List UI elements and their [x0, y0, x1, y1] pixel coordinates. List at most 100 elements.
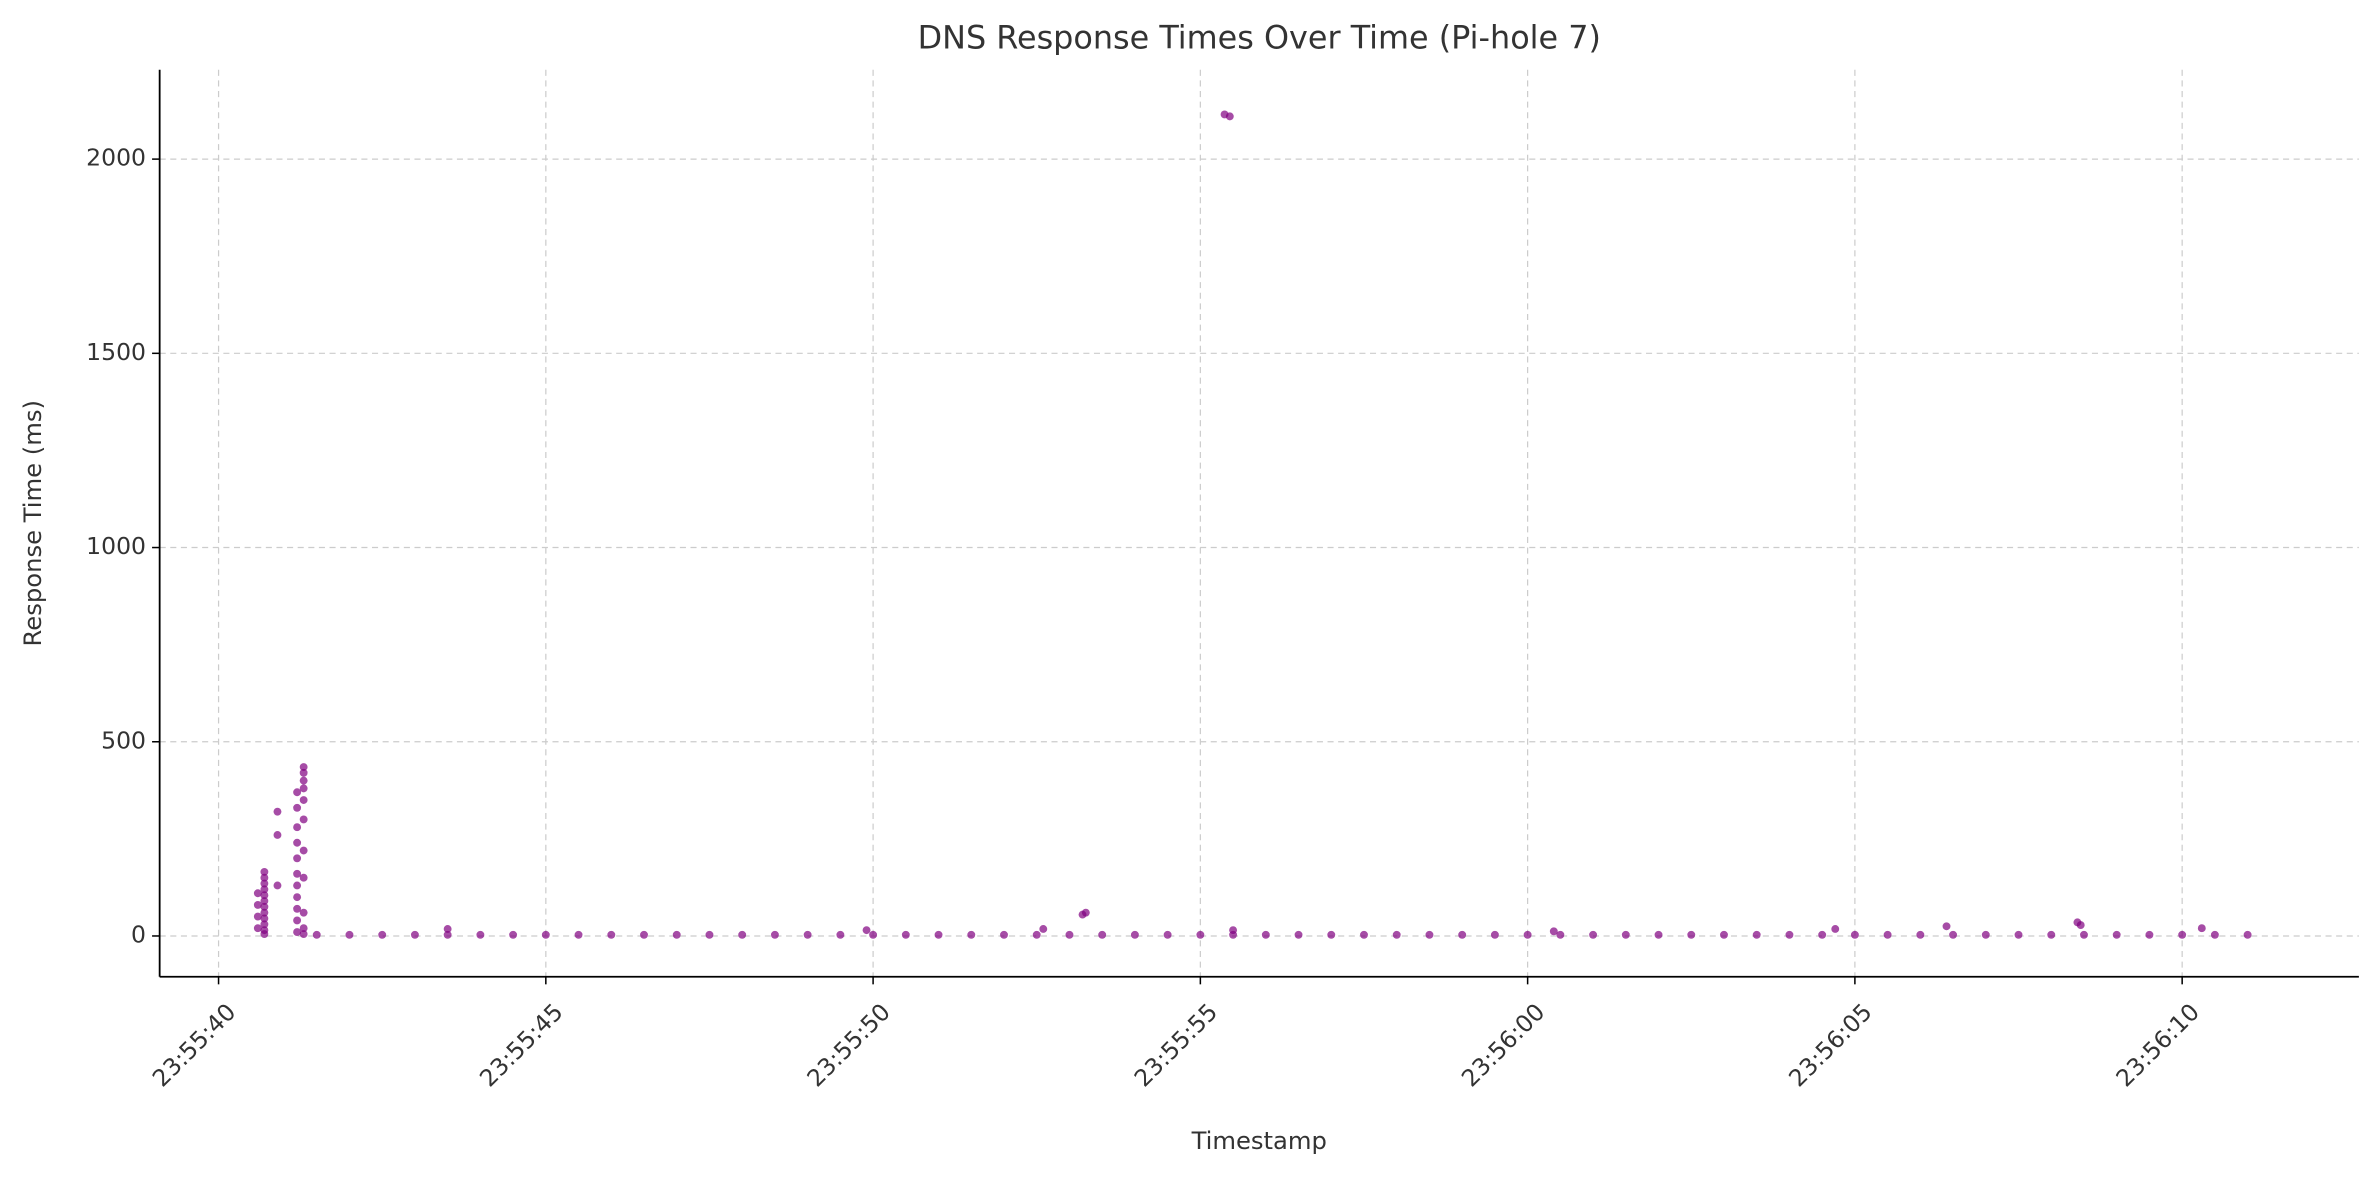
point	[293, 803, 302, 812]
point	[299, 815, 308, 824]
point	[299, 908, 308, 917]
point	[1720, 930, 1728, 939]
point	[1081, 908, 1090, 917]
y-tick-label: 1500	[86, 338, 146, 366]
point	[312, 930, 321, 939]
point	[1949, 930, 1958, 939]
point	[260, 926, 269, 935]
point	[345, 930, 354, 939]
point	[1687, 930, 1696, 939]
point	[260, 902, 269, 911]
point	[293, 838, 302, 847]
point	[260, 879, 269, 888]
point	[443, 930, 452, 939]
point	[273, 881, 282, 890]
point	[293, 854, 302, 863]
point	[299, 796, 308, 804]
x-axis-label: Timestamp	[1191, 1126, 1327, 1155]
point	[1490, 930, 1499, 939]
point	[1000, 930, 1008, 939]
point	[1261, 930, 1270, 939]
point	[1229, 926, 1238, 935]
point	[2014, 930, 2023, 939]
point	[253, 900, 262, 909]
point	[640, 930, 648, 939]
point	[1916, 930, 1925, 939]
point	[770, 930, 779, 939]
x-tick-label: 23:56:05	[1783, 998, 1877, 1092]
point	[862, 926, 871, 935]
point	[1883, 930, 1892, 939]
point	[260, 920, 269, 929]
point	[574, 930, 583, 939]
point	[1360, 930, 1368, 939]
point	[299, 924, 308, 933]
point	[2210, 930, 2219, 939]
point	[672, 930, 681, 939]
point	[293, 893, 302, 902]
point	[1981, 930, 1990, 939]
point	[1850, 930, 1859, 939]
point	[1818, 930, 1827, 939]
x-tick-label: 23:55:45	[474, 998, 568, 1092]
point	[253, 889, 262, 898]
point	[1425, 930, 1434, 939]
point	[2112, 930, 2121, 939]
point	[293, 881, 302, 890]
point	[1556, 930, 1565, 939]
point	[1458, 930, 1467, 939]
point	[1549, 927, 1558, 936]
point	[1196, 930, 1205, 939]
point	[260, 885, 269, 894]
point	[836, 930, 845, 939]
point	[1621, 930, 1630, 939]
point	[299, 776, 308, 785]
point	[803, 930, 812, 939]
point	[2178, 930, 2187, 939]
point	[299, 873, 308, 882]
point	[1032, 930, 1041, 939]
point	[1098, 930, 1107, 939]
point	[2197, 924, 2206, 933]
point	[1065, 930, 1074, 939]
point	[410, 930, 419, 939]
chart-title: DNS Response Times Over Time (Pi-hole 7)	[918, 18, 1601, 56]
point	[2080, 930, 2088, 939]
point	[1589, 930, 1598, 939]
point	[293, 904, 302, 913]
point	[293, 928, 302, 937]
point	[260, 897, 269, 905]
point	[260, 867, 269, 876]
point	[1752, 930, 1761, 939]
point	[1785, 930, 1794, 939]
point	[869, 930, 878, 939]
point	[293, 788, 302, 797]
point	[299, 784, 308, 793]
point	[1327, 930, 1336, 939]
point	[1130, 930, 1139, 939]
point	[541, 930, 550, 939]
point	[607, 930, 616, 939]
point	[738, 930, 747, 939]
point	[901, 930, 910, 939]
point	[260, 873, 269, 882]
x-tick-label: 23:55:55	[1129, 998, 1223, 1092]
y-tick-label: 500	[101, 726, 146, 754]
point	[2076, 921, 2085, 930]
x-tick-label: 23:55:40	[147, 998, 241, 1092]
point	[273, 807, 282, 816]
point	[1831, 925, 1840, 933]
point	[378, 930, 387, 939]
point	[1039, 925, 1048, 933]
point	[1523, 930, 1532, 939]
point	[2047, 930, 2056, 939]
x-tick-label: 23:56:10	[2110, 998, 2204, 1092]
point	[253, 924, 262, 933]
point	[1392, 930, 1401, 939]
point	[260, 908, 269, 917]
point	[273, 831, 282, 839]
point	[705, 930, 714, 939]
point	[299, 768, 308, 777]
